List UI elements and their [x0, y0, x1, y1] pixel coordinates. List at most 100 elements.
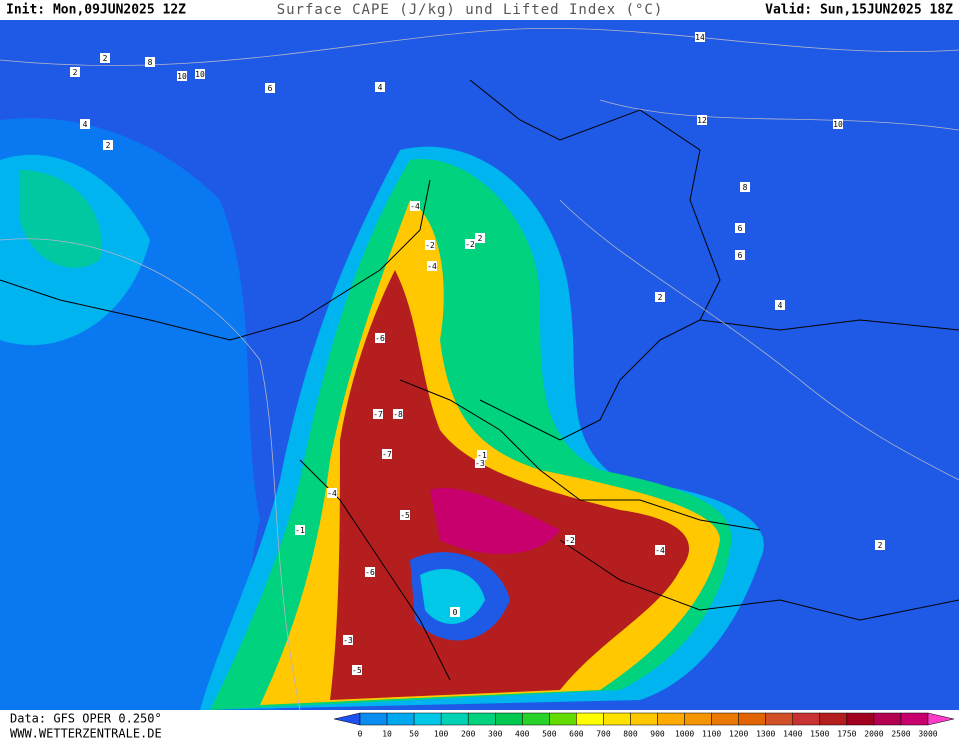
contour-label: -4 — [427, 262, 437, 271]
colorbar-tick-label: 3000 — [918, 730, 937, 739]
contour-label-box — [450, 607, 460, 617]
colorbar-tick-label: 10 — [382, 730, 392, 739]
cape-region — [20, 170, 102, 268]
contour-label: 2 — [106, 141, 111, 150]
contour-label: -4 — [655, 546, 665, 555]
border — [299, 459, 451, 681]
contour-label: 14 — [695, 33, 705, 42]
contour-label-box — [695, 32, 705, 42]
contour-label-box — [352, 665, 362, 675]
contour-label: -7 — [373, 410, 383, 419]
contour-label: -8 — [393, 410, 403, 419]
contour-label-box — [875, 540, 885, 550]
contour-label: 10 — [177, 72, 187, 81]
colorbar-tick-label: 1300 — [756, 730, 775, 739]
colorbar: 0 10 50 100 200 300 400 500 600 700 800 900 1000 1100… — [333, 712, 955, 739]
colorbar-tick-label: 400 — [515, 730, 530, 739]
contour-label-box — [103, 140, 113, 150]
contour-label: 2 — [478, 234, 483, 243]
border — [469, 79, 721, 441]
contour-label: -3 — [475, 459, 485, 468]
contour-label-box — [565, 535, 575, 545]
contour-label-box — [400, 510, 410, 520]
colorbar-swatch — [711, 712, 739, 726]
colorbar-swatch — [765, 712, 794, 726]
contour-label: -1 — [477, 451, 487, 460]
contour-label-box — [375, 333, 385, 343]
colorbar-tick-label: 2000 — [864, 730, 883, 739]
borders — [0, 79, 959, 681]
contour-label-box — [655, 292, 665, 302]
colorbar-swatch — [792, 712, 821, 726]
contour-label: 8 — [743, 183, 748, 192]
contour-label-box — [327, 488, 337, 498]
colorbar-tick-label: 500 — [542, 730, 557, 739]
colorbar-swatch — [576, 712, 604, 726]
colorbar-tick-label: 1200 — [729, 730, 748, 739]
border — [559, 539, 959, 621]
colorbar-swatch — [738, 712, 766, 726]
contour-label-box — [373, 409, 383, 419]
colorbar-tick-label: 300 — [488, 730, 503, 739]
colorbar-tick-label: 1750 — [837, 730, 856, 739]
contour-label-box — [475, 233, 485, 243]
contour-label: -3 — [343, 636, 353, 645]
colorbar-swatch — [684, 712, 712, 726]
contour-label: 6 — [268, 84, 273, 93]
contour-label-box — [775, 300, 785, 310]
contour-label: 10 — [195, 70, 205, 79]
contour-label-box — [427, 261, 437, 271]
cape-region — [430, 488, 560, 554]
contour-label: 2 — [73, 68, 78, 77]
contour — [0, 238, 301, 711]
contour-label-box — [465, 239, 475, 249]
colorbar-swatch — [630, 712, 658, 726]
border — [399, 379, 761, 531]
contour-label: -1 — [295, 526, 305, 535]
contour-label: -4 — [327, 489, 337, 498]
colorbar-tick-label: 1400 — [783, 730, 802, 739]
contour-label: 6 — [738, 224, 743, 233]
contour-label: -4 — [410, 202, 420, 211]
colorbar-swatch — [413, 712, 442, 726]
colorbar-tick-label: 1000 — [675, 730, 694, 739]
contour-label: 2 — [103, 54, 108, 63]
contour-label-box — [177, 71, 187, 81]
data-source: Data: GFS OPER 0.250° — [10, 712, 162, 726]
colorbar-swatch — [819, 712, 848, 726]
contour-label-box — [100, 53, 110, 63]
colorbar-tick-label: 1100 — [702, 730, 721, 739]
contour-label-box — [477, 450, 487, 460]
colorbar-arrow — [927, 712, 955, 726]
contour — [559, 199, 959, 481]
colorbar-swatch — [440, 712, 469, 726]
contour-label-box — [410, 201, 420, 211]
colorbar-tick-label: 800 — [623, 730, 638, 739]
colorbar-tick-label: 600 — [569, 730, 584, 739]
contour-label: -5 — [400, 511, 410, 520]
colorbar-tick-label: 100 — [434, 730, 449, 739]
contour-label-box — [475, 458, 485, 468]
colorbar-tick-label: 200 — [461, 730, 476, 739]
contour — [0, 28, 959, 66]
contour-label-box — [365, 567, 375, 577]
contour-label-box — [735, 250, 745, 260]
cape-region — [420, 569, 485, 624]
contour-label: -6 — [375, 334, 385, 343]
contour-label-box — [655, 545, 665, 555]
contour-label-box — [833, 119, 843, 129]
contour-label-box — [382, 449, 392, 459]
colorbar-swatch — [467, 712, 496, 726]
colorbar-swatch — [386, 712, 415, 726]
colorbar-swatch — [846, 712, 875, 726]
colorbar-tick-label: 2500 — [891, 730, 910, 739]
colorbar-tick-label: 0 — [358, 730, 363, 739]
colorbar-swatch — [900, 712, 929, 726]
colorbar-swatch — [494, 712, 523, 726]
contour-label-box — [195, 69, 205, 79]
valid-label: Valid: Sun,15JUN2025 18Z — [765, 3, 953, 18]
